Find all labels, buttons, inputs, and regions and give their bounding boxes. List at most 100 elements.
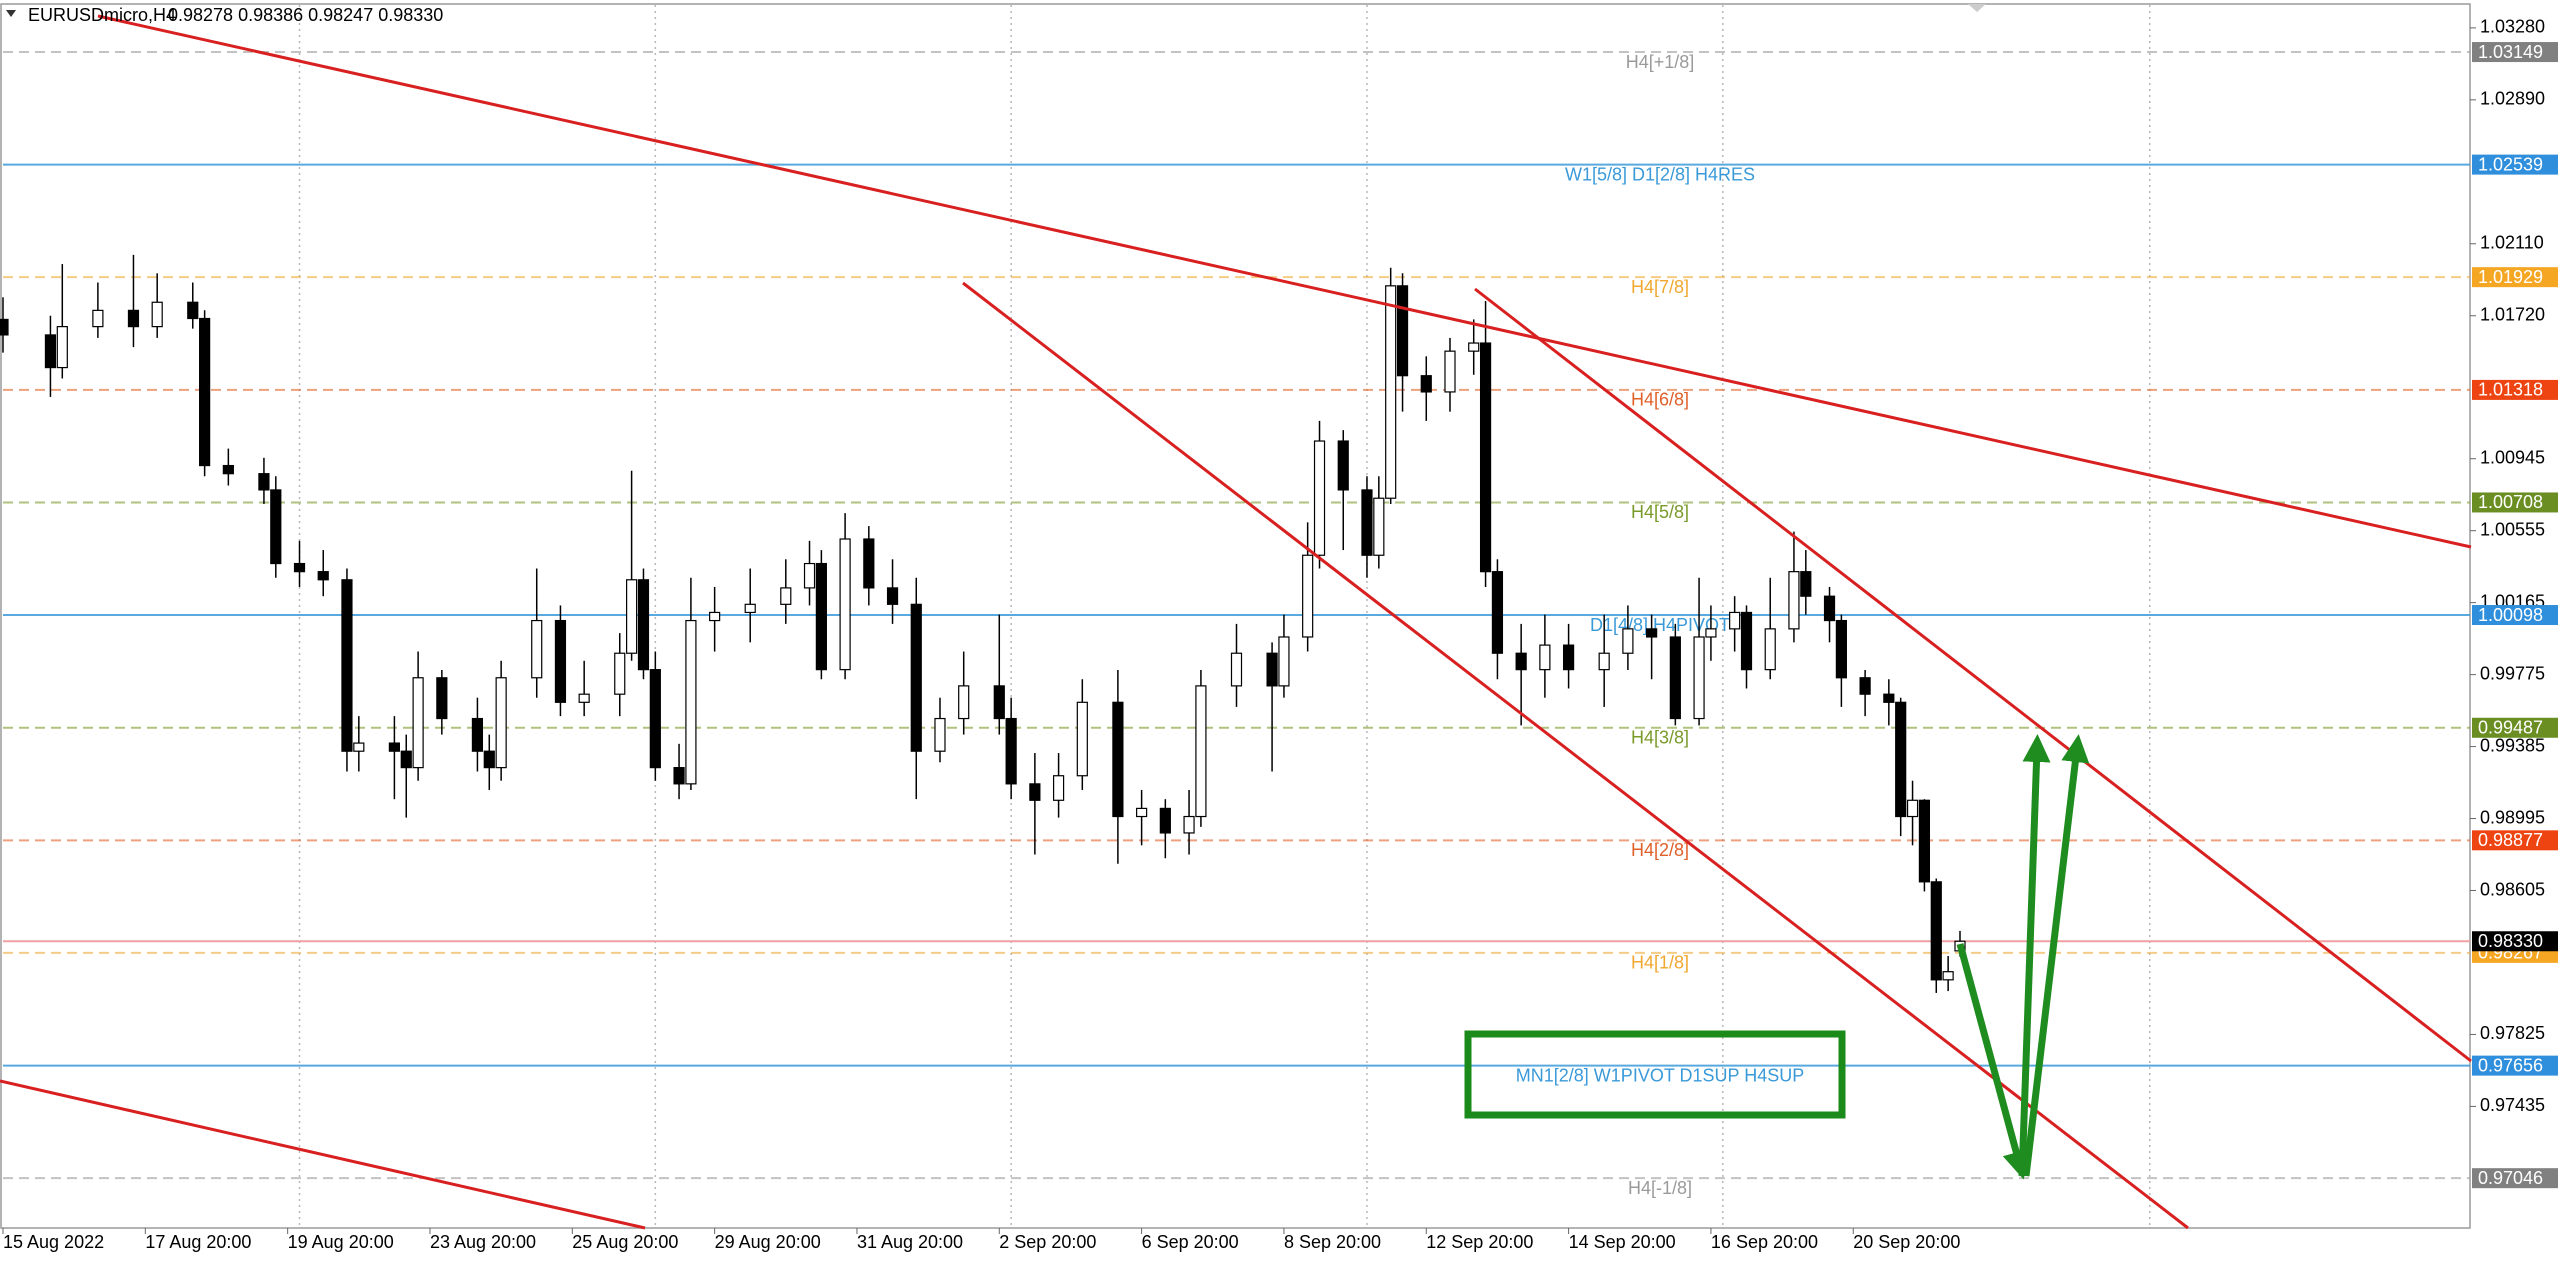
candle-body: [1136, 807, 1148, 818]
axis-price-tag: [2472, 605, 2558, 626]
x-tick-label: 15 Aug 2022: [3, 1232, 104, 1252]
axis-price-tag: [2472, 717, 2558, 738]
candle-body: [1906, 799, 1919, 818]
x-tick-label: 12 Sep 20:00: [1426, 1232, 1533, 1252]
level-label: H4[5/8]: [1631, 502, 1689, 522]
candle-body: [151, 301, 163, 328]
candle-body: [1669, 636, 1681, 720]
axis-price-tag: [2472, 267, 2558, 288]
candle-body: [1337, 440, 1349, 491]
arrow: [1956, 943, 2030, 1180]
candle-body: [1646, 628, 1658, 638]
candle-body: [1076, 701, 1088, 777]
candle-body: [1942, 971, 1954, 981]
candle-body: [293, 562, 306, 573]
candle-body: [1361, 489, 1373, 556]
candle-body: [780, 587, 792, 605]
y-tick-label: 0.98995: [2480, 807, 2545, 827]
x-tick-label: 17 Aug 20:00: [145, 1232, 251, 1252]
candle-body: [1230, 652, 1243, 687]
candle-body: [1005, 717, 1017, 785]
level-label: H4[3/8]: [1631, 728, 1689, 748]
candle-body: [258, 473, 270, 491]
candle-body: [1705, 628, 1717, 638]
candle-body: [1800, 571, 1812, 597]
trend-line: [97, 14, 2472, 549]
candle-body: [1385, 285, 1397, 499]
candle-body: [614, 652, 626, 695]
x-tick-label: 31 Aug 20:00: [857, 1232, 963, 1252]
level-label: H4[2/8]: [1631, 840, 1689, 860]
candle-body: [127, 309, 140, 328]
candle-body: [958, 685, 970, 720]
candle-body: [1622, 628, 1634, 654]
candle-body: [685, 619, 697, 785]
x-tick-label: 20 Sep 20:00: [1853, 1232, 1960, 1252]
support-box: [1464, 1030, 1846, 1119]
candle-body: [1373, 497, 1385, 556]
axis-price-label: 1.03149: [2478, 42, 2543, 62]
y-tick-label: 1.02110: [2480, 233, 2544, 253]
x-tick-label: 25 Aug 20:00: [572, 1232, 678, 1252]
y-tick-label: 0.99385: [2480, 735, 2545, 755]
candle-body: [341, 579, 353, 752]
candle-body: [1468, 342, 1480, 352]
x-tick-label: 23 Aug 20:00: [430, 1232, 536, 1252]
candle-body: [910, 603, 922, 752]
trend-line: [962, 281, 2189, 1230]
candle-body: [1859, 677, 1871, 695]
arrow: [2018, 734, 2051, 1177]
y-tick-label: 1.03280: [2480, 17, 2545, 37]
x-tick-label: 14 Sep 20:00: [1569, 1232, 1676, 1252]
candle-body: [1539, 644, 1551, 671]
menu-triangle[interactable]: [6, 10, 16, 17]
axis-price-tag: [2472, 492, 2558, 513]
y-tick-label: 1.01720: [2480, 304, 2545, 324]
candle-body: [187, 301, 199, 320]
candle-body: [1491, 571, 1504, 654]
candle-body: [1693, 636, 1705, 720]
candle-body: [56, 326, 68, 369]
candle-body: [400, 750, 412, 769]
y-tick-label: 1.02890: [2480, 89, 2545, 109]
candle-body: [388, 742, 400, 752]
axis-price-tag: [2472, 379, 2558, 400]
axis-price-tag: [2472, 154, 2558, 175]
candle-body: [270, 489, 282, 565]
candle-body: [803, 562, 816, 589]
axis-price-tag: [2472, 1168, 2558, 1189]
candle-body: [1444, 350, 1456, 393]
candle-body: [934, 717, 946, 752]
candle-body: [1278, 636, 1290, 687]
candle-body: [1420, 375, 1432, 393]
candle-body: [993, 685, 1005, 720]
candle-body: [1052, 775, 1065, 801]
candle-body: [483, 750, 495, 769]
candle-body: [1764, 628, 1776, 671]
candle-body: [1266, 652, 1278, 687]
candle-body: [1515, 652, 1527, 671]
axis-price-label: 0.97046: [2478, 1168, 2543, 1188]
candle-body: [1930, 881, 1942, 981]
candle-body: [1029, 783, 1041, 801]
axis-price-tag: [2472, 42, 2558, 63]
symbol: EURUSDmicro,H4: [28, 5, 176, 25]
x-tick-label: 6 Sep 20:00: [1142, 1232, 1239, 1252]
y-tick-label: 0.99775: [2480, 663, 2545, 683]
candle-body: [1918, 799, 1931, 883]
x-tick-label: 19 Aug 20:00: [288, 1232, 394, 1252]
axis-price-label: 0.97656: [2478, 1055, 2543, 1075]
candle-body: [578, 693, 590, 703]
candle-body: [222, 464, 234, 475]
candle-body: [1598, 652, 1610, 671]
candle-body: [1396, 285, 1409, 377]
candle-body: [886, 587, 899, 605]
candle-body: [44, 334, 57, 369]
candle-body: [495, 677, 507, 769]
axis-price-label: 1.00098: [2478, 605, 2543, 625]
candle-body: [1479, 342, 1492, 573]
axis-price-tag: [2472, 1055, 2558, 1076]
candle-body: [863, 538, 875, 589]
